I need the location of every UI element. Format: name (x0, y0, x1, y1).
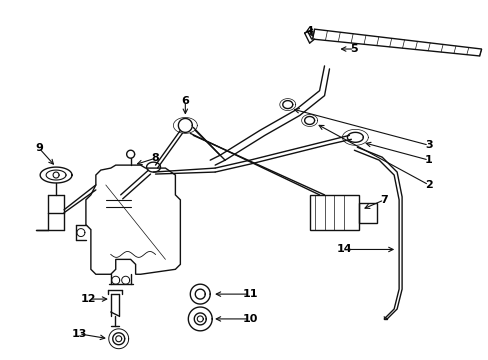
Text: 1: 1 (424, 155, 432, 165)
Text: 9: 9 (35, 143, 43, 153)
Text: 11: 11 (242, 289, 257, 299)
Text: 13: 13 (71, 329, 86, 339)
Text: 2: 2 (424, 180, 432, 190)
Text: 6: 6 (181, 96, 189, 105)
Text: 5: 5 (350, 44, 357, 54)
Text: 8: 8 (151, 153, 159, 163)
Text: 14: 14 (336, 244, 351, 255)
Text: 4: 4 (305, 26, 313, 36)
Text: 12: 12 (81, 294, 97, 304)
Text: 10: 10 (242, 314, 257, 324)
Text: 7: 7 (380, 195, 387, 205)
Text: 3: 3 (424, 140, 432, 150)
